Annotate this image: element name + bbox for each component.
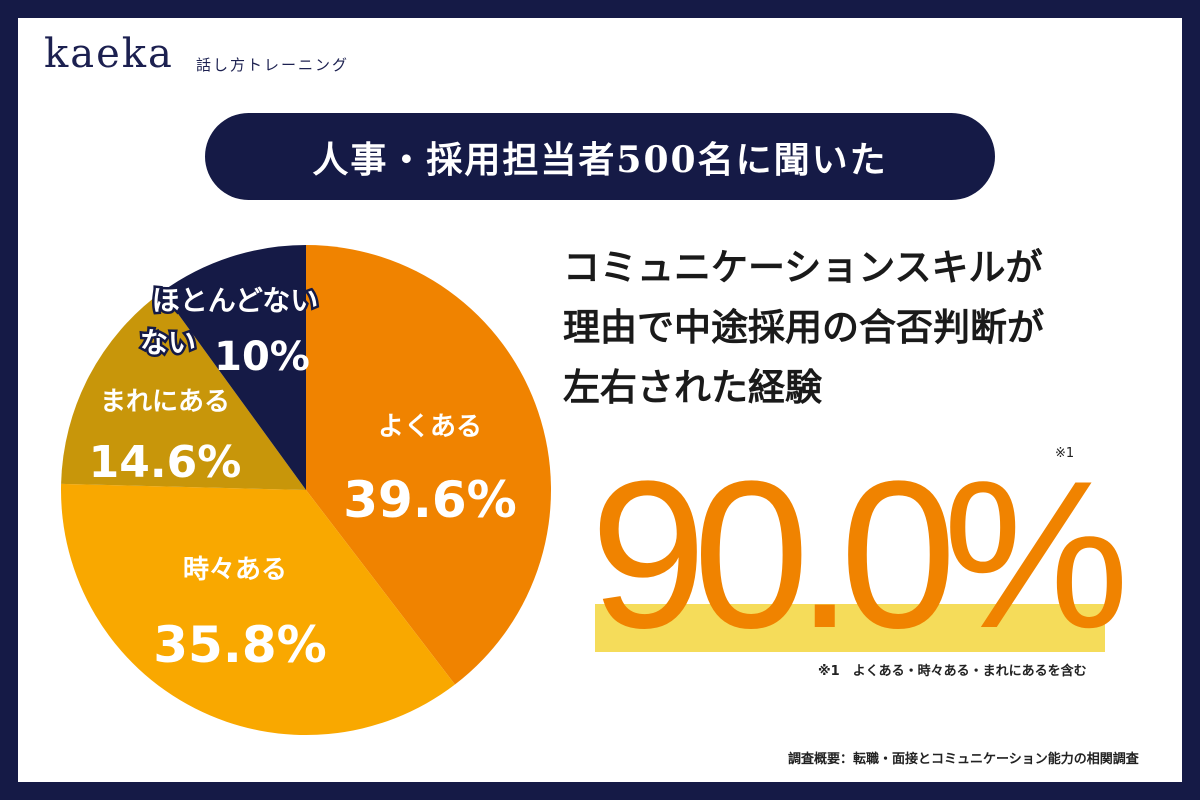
slice-value: 14.6% <box>89 437 242 488</box>
headline-line: コミュニケーションスキルが <box>563 246 1043 289</box>
slice-value: 39.6% <box>343 471 516 529</box>
source-note: 調査概要：転職・面接とコミュニケーション能力の相関調査 <box>788 752 1139 767</box>
logo-subtitle: 話し方トレーニング <box>196 56 350 74</box>
pie-slice <box>61 291 306 490</box>
headline-line: 左右された経験 <box>563 366 822 409</box>
slice-label: ほとんどない <box>152 284 319 317</box>
slice-label: 時々ある <box>183 555 287 585</box>
note-mark: ※1 <box>1055 446 1075 461</box>
pie-slice <box>161 245 306 490</box>
big-stat: 90.0% <box>590 437 1129 672</box>
pie-slice <box>61 483 455 736</box>
slice-value: 10% <box>214 334 310 380</box>
footnote: ※1 よくある・時々ある・まれにあるを含む <box>818 664 1087 679</box>
slice-label: まれにある <box>100 387 230 417</box>
slice-label: ない <box>140 326 196 359</box>
highlight-bar <box>595 604 1105 652</box>
title-pill: 人事・採用担当者500名に聞いた <box>205 113 995 200</box>
kaeka-logo: kaeka <box>44 31 174 77</box>
headline-line: 理由で中途採用の合否判断が <box>563 306 1044 349</box>
slice-value: 35.8% <box>153 616 326 674</box>
headline: コミュニケーションスキルが 理由で中途採用の合否判断が 左右された経験 <box>563 238 1183 418</box>
pie-slice <box>306 245 551 685</box>
slice-label: よくある <box>378 412 482 442</box>
